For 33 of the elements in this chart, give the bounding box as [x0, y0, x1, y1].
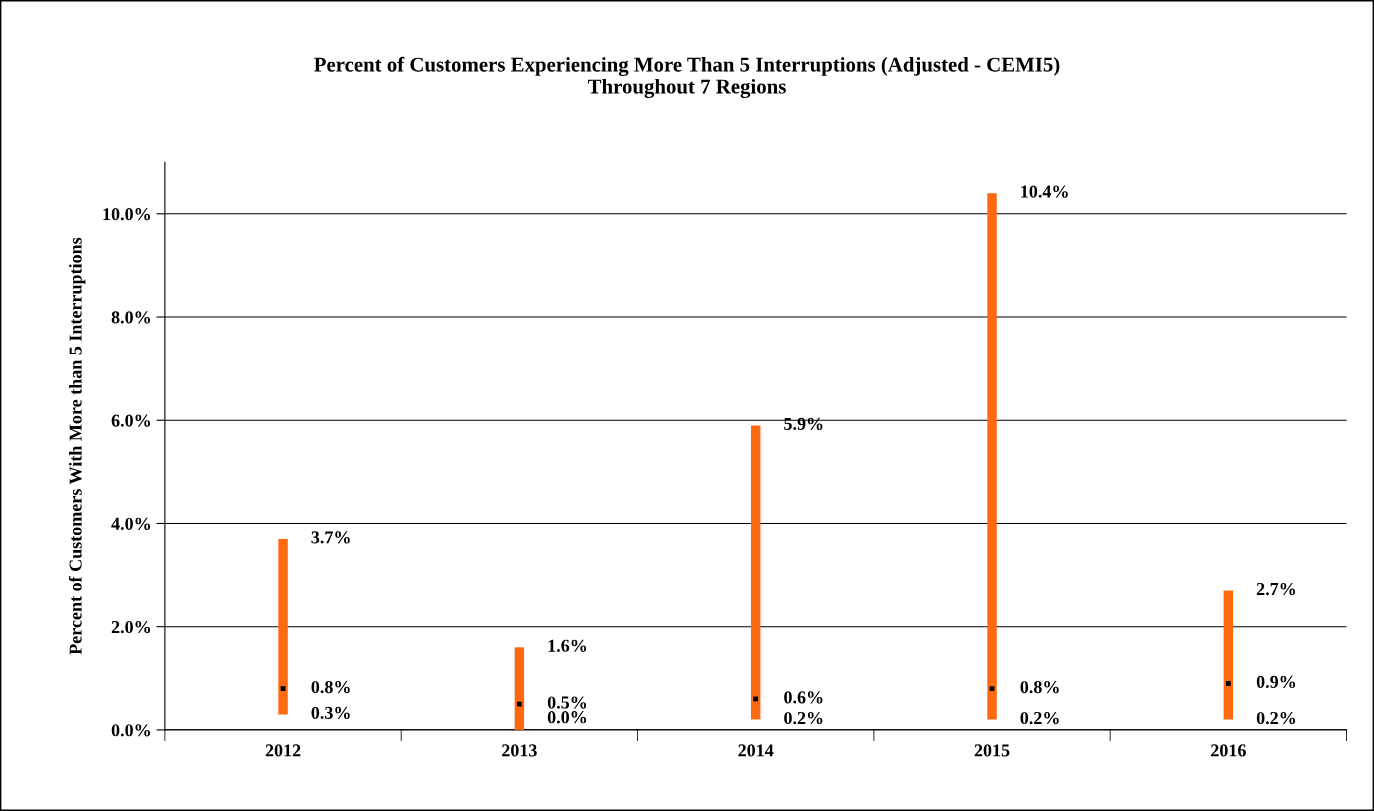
- y-tick-label: 2.0%: [111, 620, 150, 634]
- annotation: 0.2%: [784, 711, 823, 725]
- y-tick-label: 6.0%: [111, 414, 150, 427]
- annotation: 0.5%: [547, 696, 587, 709]
- annotation: 1.6%: [548, 639, 587, 652]
- annotation: 0.2%: [1020, 711, 1059, 725]
- annotation: 3.7%: [311, 531, 350, 544]
- annotation: 0.9%: [1256, 675, 1296, 689]
- bar: [987, 193, 997, 720]
- bar: [278, 538, 288, 715]
- x-tick-label: 2015: [974, 744, 1010, 757]
- annotation: 0.6%: [784, 691, 823, 704]
- x-tick-label: 2012: [265, 744, 301, 757]
- annotation: 0.8%: [311, 680, 350, 694]
- y-tick-label: 8.0%: [111, 311, 150, 324]
- y-tick-label: 10.0%: [103, 208, 150, 221]
- x-tick-label: 2013: [502, 744, 537, 757]
- chart-title: Percent of Customers Experiencing More Than 5 Interruptions (Adjusted - CEMI5) Throughout 7 Regions: [314, 56, 1060, 98]
- annotation: 10.4%: [1021, 185, 1068, 198]
- annotation: 0.3%: [311, 706, 350, 720]
- annotation: 0.0%: [547, 711, 587, 724]
- x-tick-label: 2014: [738, 744, 774, 757]
- y-axis-title: Percent of Customers With More than 5 Interruptions: [68, 237, 86, 655]
- x-tick-label: 2016: [1211, 744, 1246, 757]
- annotation: 0.8%: [1020, 680, 1059, 694]
- annotation: 5.9%: [784, 417, 823, 430]
- y-tick-label: 4.0%: [111, 517, 150, 530]
- bar: [1223, 590, 1234, 720]
- y-tick-label: 0.0%: [111, 724, 150, 737]
- annotation: 2.7%: [1256, 582, 1296, 596]
- annotation: 0.2%: [1256, 711, 1296, 725]
- bar: [514, 647, 525, 730]
- bar: [750, 425, 761, 720]
